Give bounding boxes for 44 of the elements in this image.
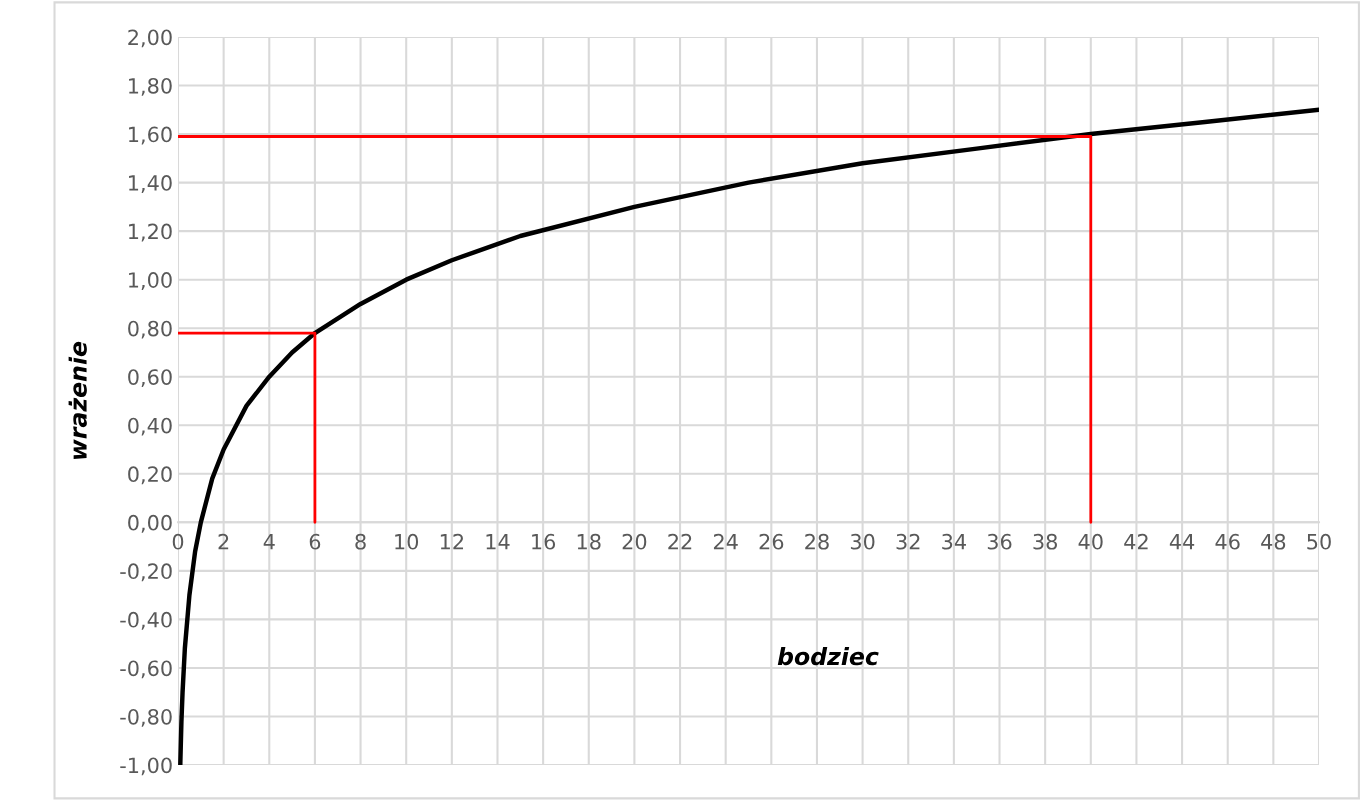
x-tick-label: 32: [896, 533, 920, 550]
x-tick-label: 16: [532, 533, 556, 550]
x-tick-label: 36: [987, 533, 1012, 550]
y-tick-label: 1,80: [129, 77, 172, 96]
x-tick-label: 22: [668, 533, 692, 550]
x-tick-label: 28: [805, 533, 829, 550]
x-tick-label: 18: [577, 533, 601, 550]
y-tick-label: -0,80: [120, 708, 172, 727]
x-tick-label: 2: [218, 533, 229, 550]
x-tick-label: 24: [713, 533, 738, 550]
y-tick-label: -1,00: [120, 757, 172, 776]
x-tick-label: 10: [395, 533, 419, 550]
y-tick-label: 1,60: [129, 126, 172, 145]
x-tick-label: 40: [1078, 533, 1103, 550]
y-tick-label: 0,40: [128, 417, 172, 436]
x-tick-label: 14: [486, 534, 510, 550]
x-tick-label: 20: [622, 533, 647, 550]
x-tick-label: 12: [440, 533, 464, 550]
y-tick-label: -0,20: [120, 563, 172, 582]
y-tick-label: -0,60: [120, 660, 172, 679]
x-tick-label: 8: [355, 533, 366, 550]
y-tick-label: -0,40: [120, 611, 172, 630]
y-tick-label: 0,80: [128, 320, 172, 339]
x-tick-label: 4: [263, 534, 275, 550]
y-tick-label: 0,60: [128, 369, 172, 388]
x-tick-label: 44: [1169, 534, 1195, 550]
x-tick-label: 34: [942, 533, 966, 550]
x-tick-label: 6: [309, 533, 321, 550]
y-tick-label: 1,40: [129, 175, 172, 193]
y-axis-title: wrażenie: [68, 341, 87, 459]
x-tick-label: 0: [172, 533, 184, 550]
x-axis-title: bodziec: [777, 647, 879, 666]
y-tick-label: 0,20: [128, 466, 172, 485]
y-tick-label: 0,00: [128, 514, 172, 533]
y-tick-label: 2,00: [128, 29, 172, 48]
x-tick-label: 46: [1215, 533, 1240, 550]
x-tick-label: 38: [1033, 533, 1057, 550]
y-tick-label: 1,20: [129, 223, 172, 242]
x-tick-label: 48: [1261, 533, 1286, 550]
x-tick-label: 42: [1124, 533, 1148, 550]
x-tick-label: 50: [1307, 533, 1331, 550]
y-tick-label: 1,00: [129, 272, 172, 290]
x-tick-label: 26: [759, 533, 784, 550]
x-tick-label: 30: [850, 533, 875, 550]
